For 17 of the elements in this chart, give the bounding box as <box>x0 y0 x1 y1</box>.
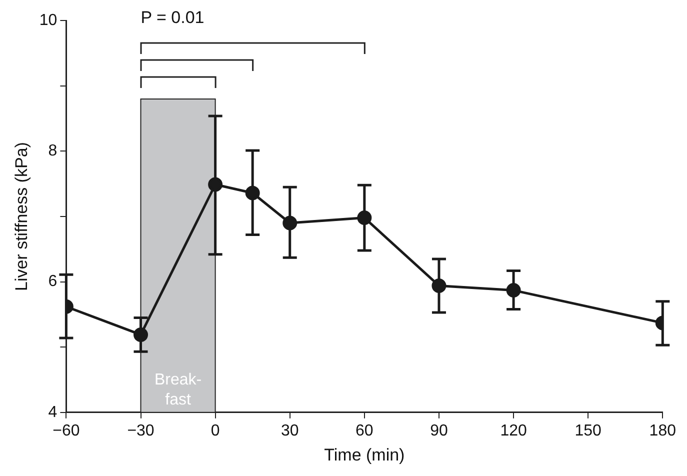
x-tick-label: −30 <box>127 422 154 440</box>
x-tick-label: 150 <box>574 422 602 440</box>
x-tick-label: 60 <box>356 422 374 440</box>
y-tick-label: 8 <box>48 142 58 160</box>
x-tick-label: 180 <box>649 422 676 440</box>
annotation: P = 0.01 <box>140 8 204 28</box>
y-axis-title: Liver stiffness (kPa) <box>12 142 31 291</box>
x-tick-label: 90 <box>430 422 448 440</box>
band-label: Break-fast <box>154 371 202 408</box>
x-tick-label: 0 <box>210 422 220 440</box>
y-tick-label: 10 <box>39 12 58 30</box>
y-tick-label: 6 <box>48 273 58 290</box>
x-axis-title: Time (min) <box>324 445 405 464</box>
x-tick-label: 120 <box>500 422 527 440</box>
y-tick-label: 4 <box>48 404 58 421</box>
x-tick-label: 30 <box>280 422 299 440</box>
x-tick-label: −60 <box>52 422 80 440</box>
